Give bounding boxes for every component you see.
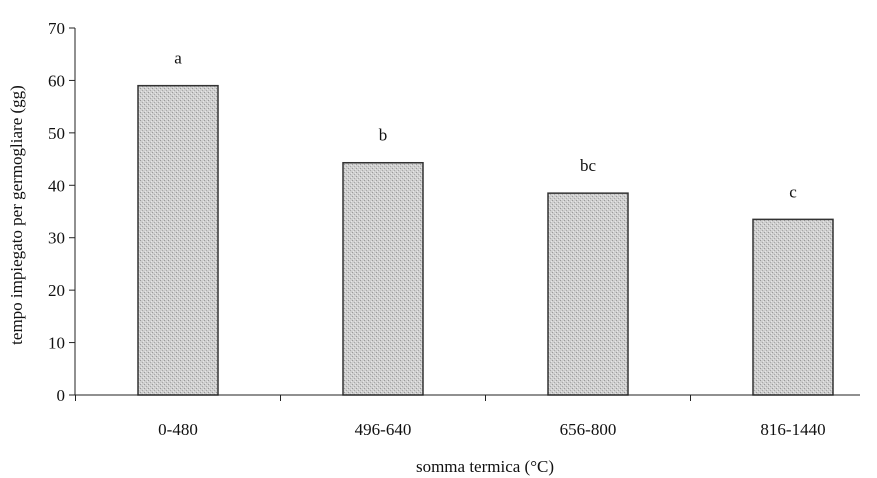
y-tick-label: 60 — [48, 71, 65, 90]
significance-letter: c — [789, 182, 797, 201]
bar — [547, 192, 629, 396]
y-tick-label: 0 — [57, 386, 66, 405]
y-tick-label: 70 — [48, 19, 65, 38]
significance-letter: a — [174, 49, 182, 68]
y-tick-label: 10 — [48, 334, 65, 353]
x-axis-label: somma termica (°C) — [416, 457, 554, 476]
x-tick-label: 0-480 — [158, 420, 198, 439]
significance-letter: bc — [580, 156, 597, 175]
bars-group — [137, 84, 834, 396]
y-tick-label: 40 — [48, 176, 65, 195]
x-tick-label: 656-800 — [560, 420, 617, 439]
y-tick-label: 20 — [48, 281, 65, 300]
significance-letters-group: a b bc c — [174, 49, 797, 202]
y-tick-label: 30 — [48, 229, 65, 248]
x-tick-label: 496-640 — [355, 420, 412, 439]
bar — [137, 84, 219, 396]
significance-letter: b — [379, 126, 388, 145]
x-ticks-group: 0-480 496-640 656-800 816-1440 — [75, 395, 826, 439]
y-tick-label: 50 — [48, 124, 65, 143]
bar — [342, 161, 424, 396]
x-tick-label: 816-1440 — [760, 420, 825, 439]
y-ticks-group: 0 10 20 30 40 50 60 70 — [48, 19, 75, 405]
bar — [752, 218, 834, 396]
y-axis-label: tempo impiegato per germogliare (gg) — [7, 85, 26, 345]
